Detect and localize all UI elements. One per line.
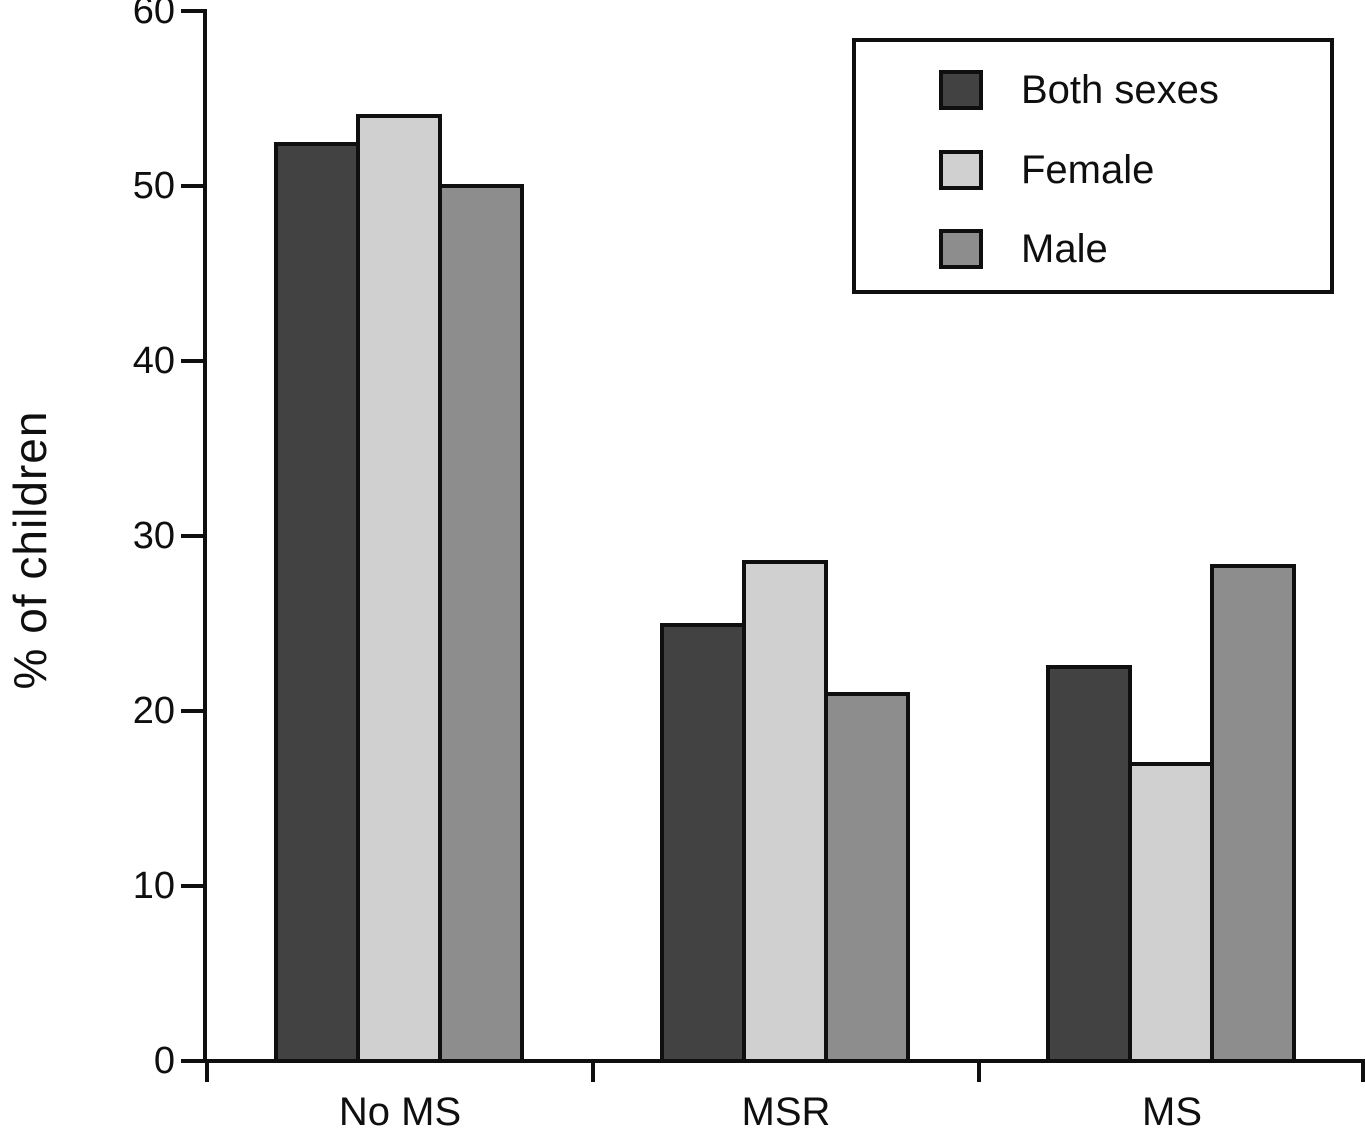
bar-male-no-ms — [438, 184, 524, 1063]
x-boundary-tick — [1361, 1061, 1365, 1082]
y-tick — [181, 534, 203, 538]
y-tick — [181, 1059, 203, 1063]
y-tick-label: 20 — [132, 690, 175, 732]
y-axis-title: % of children — [4, 410, 56, 690]
x-boundary-tick — [977, 1061, 981, 1082]
legend-item-both-sexes: Both sexes — [939, 66, 1219, 114]
legend-label-female: Female — [1021, 148, 1155, 192]
legend-box: Both sexes Female Male — [852, 38, 1334, 294]
y-tick-label: 0 — [153, 1040, 175, 1082]
x-category-label: MSR — [741, 1090, 831, 1134]
legend-swatch-female — [939, 150, 983, 190]
bar-both-sexes-no-ms — [274, 142, 360, 1063]
legend-item-female: Female — [939, 146, 1154, 194]
legend-label-both-sexes: Both sexes — [1021, 68, 1219, 112]
bar-female-no-ms — [356, 114, 442, 1063]
x-boundary-tick — [591, 1061, 595, 1082]
x-category-label: MS — [1142, 1090, 1202, 1134]
y-tick — [181, 709, 203, 713]
y-tick-label: 30 — [132, 515, 175, 557]
y-tick-label: 50 — [132, 165, 175, 207]
y-tick — [181, 9, 203, 13]
bar-female-msr — [742, 560, 828, 1063]
bar-both-sexes-msr — [660, 623, 746, 1063]
y-tick-label: 60 — [132, 0, 175, 32]
legend-item-male: Male — [939, 225, 1108, 273]
bar-both-sexes-ms — [1046, 665, 1132, 1063]
legend-swatch-male — [939, 229, 983, 269]
y-axis-line — [203, 9, 207, 1063]
bar-male-ms — [1210, 564, 1296, 1063]
y-tick — [181, 184, 203, 188]
bar-male-msr — [824, 692, 910, 1063]
y-tick — [181, 359, 203, 363]
y-tick-label: 40 — [132, 340, 175, 382]
x-boundary-tick — [205, 1061, 209, 1082]
y-tick-label: 10 — [132, 865, 175, 907]
y-tick — [181, 884, 203, 888]
legend-label-male: Male — [1021, 227, 1108, 271]
legend-swatch-both-sexes — [939, 70, 983, 110]
x-category-label: No MS — [338, 1090, 462, 1134]
x-axis-line — [203, 1059, 1365, 1063]
bar-female-ms — [1128, 762, 1214, 1063]
